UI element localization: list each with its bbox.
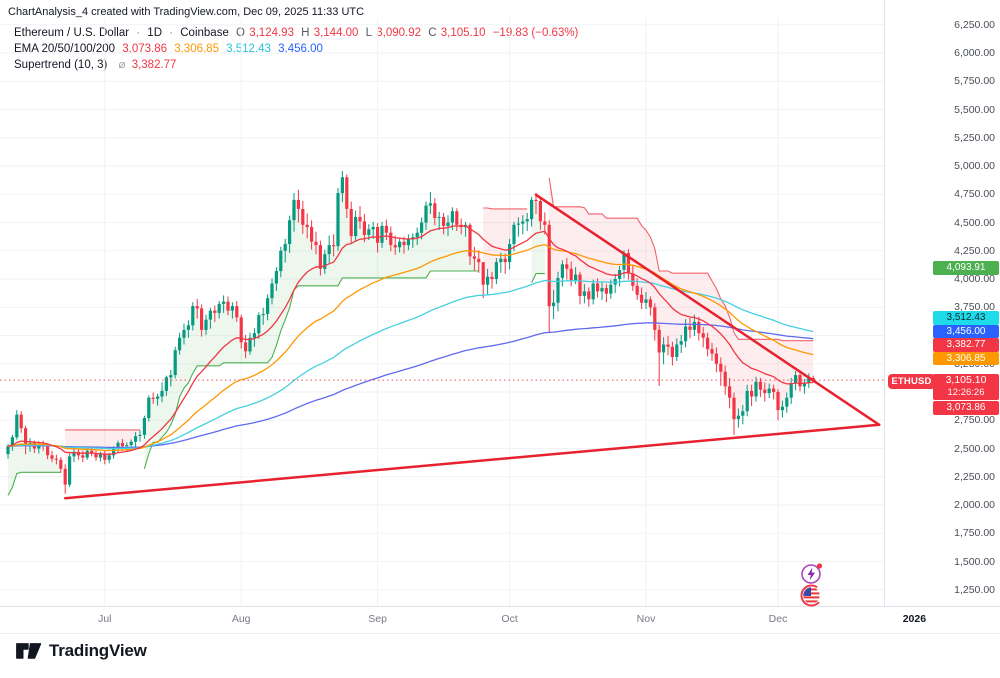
tradingview-logo[interactable]: TradingView	[16, 641, 147, 661]
indicator-value-badge: 3,306.85	[933, 351, 999, 366]
price-tick: 1,250.00	[954, 583, 995, 596]
price-tick: 5,500.00	[954, 103, 995, 116]
month-label: Aug	[231, 613, 251, 625]
high-value: 3,144.00	[313, 27, 359, 39]
legend-symbol-row[interactable]: Ethereum / U.S. Dollar · 1D · Coinbase O…	[14, 25, 582, 41]
bar-countdown: 12:26:26	[947, 387, 985, 398]
price-tick: 1,500.00	[954, 555, 995, 568]
separator: ·	[169, 27, 174, 39]
ema20-value-badge: 3,073.86	[933, 401, 999, 415]
trendline-descending[interactable]	[534, 193, 881, 427]
price-tick: 6,000.00	[954, 47, 995, 59]
candles[interactable]	[6, 171, 815, 494]
ema50-value: 3,306.85	[174, 43, 219, 55]
open-value: 3,124.93	[249, 27, 294, 39]
legend-supertrend-row[interactable]: Supertrend (10, 3) ⌀ 3,382.77	[14, 57, 582, 73]
indicator-value-badge: 4,093.91	[933, 261, 999, 275]
supertrend-marker-icon: ⌀	[118, 59, 126, 71]
chart-canvas[interactable]	[0, 0, 884, 606]
ema20-value: 3,073.86	[122, 43, 167, 55]
price-tick: 2,500.00	[954, 442, 995, 455]
indicator-value-badge: 3,382.77	[933, 338, 999, 352]
ema200-value: 3,456.00	[278, 43, 323, 55]
supertrend-value: 3,382.77	[131, 59, 177, 71]
month-label: Nov	[636, 613, 656, 625]
interval-label[interactable]: 1D	[147, 27, 162, 39]
low-value: 3,090.92	[376, 27, 422, 39]
grid-lines	[0, 18, 884, 606]
ema100-value: 3,512.43	[226, 43, 271, 55]
price-tick: 5,000.00	[954, 160, 995, 172]
us-flag-event-icon[interactable]	[799, 583, 824, 608]
open-letter: O	[236, 27, 245, 39]
ema-label[interactable]: EMA 20/50/100/200	[14, 43, 116, 55]
high-letter: H	[301, 27, 310, 39]
last-price-badge: 3,105.10 12:26:26	[933, 374, 999, 400]
month-label: Jul	[98, 613, 112, 625]
event-lightning-icon[interactable]	[799, 561, 825, 585]
price-tick: 4,750.00	[954, 188, 995, 201]
price-tick: 2,000.00	[954, 499, 995, 511]
close-value: 3,105.10	[440, 27, 486, 39]
price-tick: 4,000.00	[954, 273, 995, 285]
price-tick: 1,750.00	[954, 527, 995, 540]
exchange-label[interactable]: Coinbase	[180, 27, 229, 39]
indicator-value-badge: 3,456.00	[933, 324, 999, 339]
low-letter: L	[365, 27, 373, 39]
brand-name: TradingView	[49, 641, 147, 660]
price-tick: 2,750.00	[954, 414, 995, 427]
month-label: Dec	[768, 613, 788, 625]
change-value: −19.83 (−0.63%)	[492, 27, 579, 39]
price-tick: 5,250.00	[954, 131, 995, 144]
price-tick: 4,250.00	[954, 244, 995, 257]
symbol-name[interactable]: Ethereum / U.S. Dollar	[14, 27, 130, 39]
price-tick: 6,250.00	[954, 18, 995, 31]
trendline-ascending[interactable]	[63, 423, 881, 500]
month-label: Oct	[501, 613, 518, 625]
time-axis[interactable]: Jul Aug Sep Oct Nov Dec 2026	[0, 606, 1000, 634]
legend-ema-row[interactable]: EMA 20/50/100/200 3,073.86 3,306.85 3,51…	[14, 41, 582, 57]
separator: ·	[136, 27, 141, 39]
export-watermark-title: ChartAnalysis_4 created with TradingView…	[8, 6, 365, 18]
symbol-price-pill: ETHUSD	[888, 374, 935, 389]
price-tick: 5,750.00	[954, 75, 995, 88]
price-tick: 3,750.00	[954, 301, 995, 314]
indicator-value-badge: 3,512.43	[933, 311, 999, 325]
month-label: Sep	[368, 613, 387, 625]
price-tick: 4,500.00	[954, 216, 995, 229]
price-axis[interactable]: 6,250.00 6,000.00 5,750.00 5,500.00 5,250.00…	[884, 0, 1000, 606]
tradingview-logo-icon	[16, 643, 42, 659]
price-tick: 2,250.00	[954, 470, 995, 483]
legend: Ethereum / U.S. Dollar · 1D · Coinbase O…	[14, 25, 582, 73]
close-letter: C	[428, 27, 437, 39]
supertrend-label[interactable]: Supertrend (10, 3)	[14, 59, 108, 71]
year-label: 2026	[902, 613, 927, 625]
